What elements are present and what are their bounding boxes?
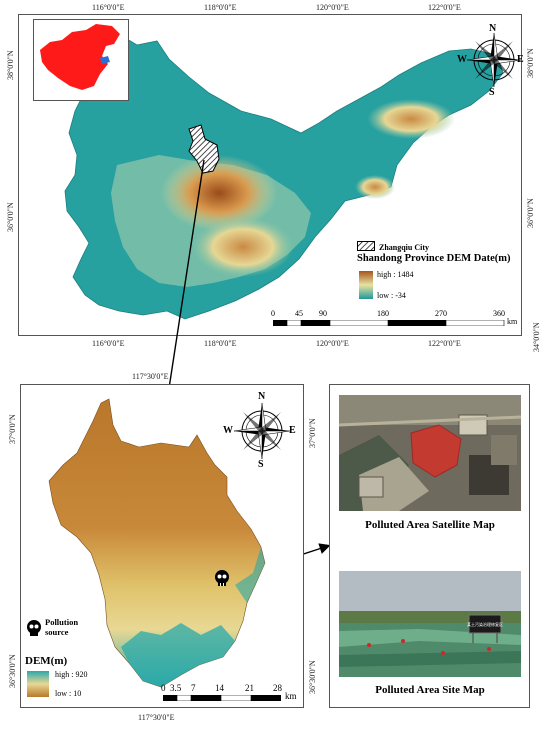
scale-bottom-0: 0 [161, 683, 166, 693]
peninsula-hills [367, 99, 455, 139]
scale-unit-km: km [507, 317, 518, 326]
lon-top-120: 120°0'0"E [316, 3, 349, 12]
scale-tick-360: 360 [493, 309, 505, 318]
zhangqiu-map-frame: N S E W Pollution source DEM(m) high : 9… [20, 384, 304, 708]
skull-legend-icon [27, 620, 41, 636]
compass-w-label: W [457, 54, 467, 65]
satellite-photo [339, 395, 521, 511]
city-legend: Zhangqiu City [357, 237, 429, 255]
compass-e-label: E [517, 54, 524, 65]
compass-s-label: S [489, 87, 495, 98]
compass-rose-icon [466, 32, 522, 88]
lon-bottom-116: 116°0'0"E [92, 339, 125, 348]
lat-left-38: 38°0'0"N [6, 50, 15, 80]
southern-valleys [121, 623, 235, 687]
dem-high-label-bottom: high : 920 [55, 670, 88, 679]
scale-bottom-14: 14 [215, 683, 224, 693]
lat-left-36: 36°0'0"N [6, 202, 15, 232]
lon-top-118: 118°0'0"E [204, 3, 237, 12]
scale-bottom-28: 28 [273, 683, 282, 693]
compass-n-label: N [489, 23, 497, 34]
eastern-valleys [235, 547, 265, 603]
bottom-lon-top: 117°30'0"E [132, 372, 169, 381]
skull-icon [215, 570, 229, 586]
zhangqiu-city-boundary [188, 124, 220, 174]
scale-tick-270: 270 [435, 309, 447, 318]
north-arrow-compass: N S E W [457, 23, 529, 98]
lon-bottom-118: 118°0'0"E [204, 339, 237, 348]
shandong-map-frame: N S E W Zhangqiu City Shandong Province … [18, 14, 524, 336]
bottom-lat-right-36-30: 36°30'0"N [308, 660, 317, 694]
photos-panel: Polluted Area Satellite Map 某土污染治理修复区 Po… [329, 384, 530, 708]
dem-color-ramp-top [359, 271, 373, 299]
china-inset-svg [40, 24, 120, 90]
compass-bottom-n: N [258, 391, 266, 402]
lat-right-38: 38°0'0"N [526, 48, 535, 78]
north-arrow-compass-bottom: N S E W [223, 391, 297, 471]
pollution-source-label: Pollution source [45, 617, 79, 637]
hatch-swatch-icon [357, 241, 375, 252]
site-photo: 某土污染治理修复区 [339, 571, 521, 677]
china-outline [40, 24, 120, 90]
shandong-highlight [100, 56, 110, 64]
polluted-area-highlight [410, 424, 462, 478]
pollution-source-marker [213, 569, 231, 587]
dem-high-label-top: high : 1484 [377, 270, 414, 279]
dem-low-label-bottom: low : 10 [55, 689, 82, 698]
compass-bottom-e: E [289, 425, 296, 436]
satellite-caption: Polluted Area Satellite Map [365, 519, 495, 531]
dem-color-ramp-bottom [27, 671, 49, 697]
bottom-lat-left-37: 37°0'0"N [8, 414, 17, 444]
scale-tick-45: 45 [295, 309, 303, 318]
dem-legend-title-bottom: DEM(m) [25, 655, 68, 667]
scale-bottom-7: 7 [191, 683, 196, 693]
scale-tick-90: 90 [319, 309, 327, 318]
southern-hills [193, 217, 293, 277]
compass-bottom-w: W [223, 425, 233, 436]
warning-sign: 某土污染治理修复区 [467, 614, 503, 643]
city-legend-label: Zhangqiu City [379, 243, 430, 252]
scale-bottom-unit: km [285, 691, 297, 701]
east-coast-hills [355, 175, 395, 199]
lon-top-122: 122°0'0"E [428, 3, 461, 12]
scale-bottom-3-5: 3.5 [170, 683, 182, 693]
compass-rose-bottom-icon [233, 402, 291, 460]
lon-bottom-122: 122°0'0"E [428, 339, 461, 348]
scale-tick-0: 0 [271, 309, 275, 318]
scale-bottom-21: 21 [245, 683, 254, 693]
lat-right-36: 36°0'0"N [526, 198, 535, 228]
bottom-lat-right-37: 37°0'0"N [308, 418, 317, 448]
compass-bottom-s: S [258, 459, 264, 470]
scale-bar-bottom: 0 3.5 7 14 21 28 km [161, 683, 303, 705]
dem-low-label-top: low : -34 [377, 291, 406, 300]
bottom-lat-left-36-30: 36°30'0"N [8, 654, 17, 688]
scale-bar-segments [273, 320, 505, 326]
lat-right-34: 34°0'0"N [532, 322, 541, 352]
dem-legend-title-top: Shandong Province DEM Date(m) [357, 253, 511, 264]
china-inset-map [33, 19, 129, 101]
lon-bottom-120: 120°0'0"E [316, 339, 349, 348]
site-caption: Polluted Area Site Map [375, 684, 485, 696]
zhangqiu-dem-map [48, 398, 266, 688]
bottom-lon-bottom: 117°30'0"E [138, 713, 175, 722]
scale-bar-top: 0 45 90 180 270 360 km [271, 309, 521, 329]
scale-bottom-segments [163, 695, 281, 701]
lon-top-116: 116°0'0"E [92, 3, 125, 12]
scale-tick-180: 180 [377, 309, 389, 318]
sign-text: 某土污染治理修复区 [467, 621, 503, 627]
